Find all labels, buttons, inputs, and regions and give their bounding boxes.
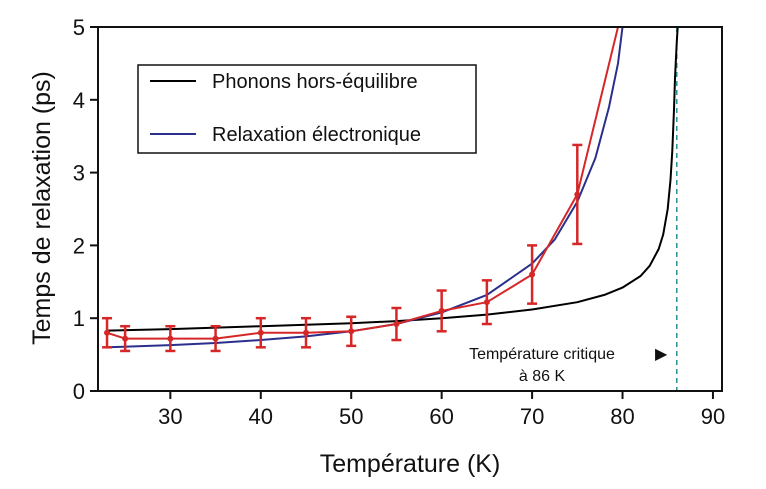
y-tick-label: 3 (73, 161, 85, 186)
data-point (438, 307, 445, 314)
data-point (483, 299, 490, 306)
x-tick-label: 40 (249, 404, 273, 429)
data-point (529, 271, 536, 278)
x-tick-label: 60 (429, 404, 453, 429)
error-bars (102, 143, 583, 353)
y-axis: 0 1 2 3 4 5 (73, 15, 98, 404)
data-point (104, 329, 111, 336)
series-relaxation-line (106, 26, 624, 349)
data-point (574, 191, 581, 198)
x-tick-label: 90 (701, 404, 725, 429)
y-tick-label: 5 (73, 15, 85, 40)
legend-label-phonons: Phonons hors-équilibre (212, 71, 418, 93)
x-tick-label: 80 (610, 404, 634, 429)
y-tick-label: 1 (73, 306, 85, 331)
annotation-arrow: ▶ (655, 346, 668, 363)
annotation-line-1: Température critique (469, 346, 615, 363)
legend-box (137, 64, 477, 154)
data-point (393, 321, 400, 328)
y-tick-label: 2 (73, 233, 85, 258)
legend-label-relaxation: Relaxation électronique (212, 124, 421, 146)
x-tick-label: 50 (339, 404, 363, 429)
y-tick-label: 0 (73, 379, 85, 404)
data-point (212, 335, 219, 342)
data-point (303, 329, 309, 336)
x-tick-label: 30 (158, 404, 182, 429)
y-tick-label: 4 (73, 88, 85, 113)
data-point (167, 335, 174, 342)
data-point (122, 335, 129, 342)
legend: Phonons hors-équilibre Relaxation électr… (137, 64, 477, 154)
x-axis-title: Température (K) (320, 450, 501, 478)
x-tick-label: 70 (520, 404, 544, 429)
x-axis: 30 40 50 60 70 80 90 (158, 391, 725, 429)
y-axis-title: Temps de relaxation (ps) (28, 71, 56, 345)
series-phonons-line (106, 26, 679, 332)
annotation-line-2: à 86 K (519, 368, 566, 385)
data-point (348, 328, 355, 335)
critical-temperature-annotation: Température critique ▶ à 86 K (469, 346, 668, 385)
data-point (257, 329, 264, 336)
plot-frame (97, 26, 723, 392)
